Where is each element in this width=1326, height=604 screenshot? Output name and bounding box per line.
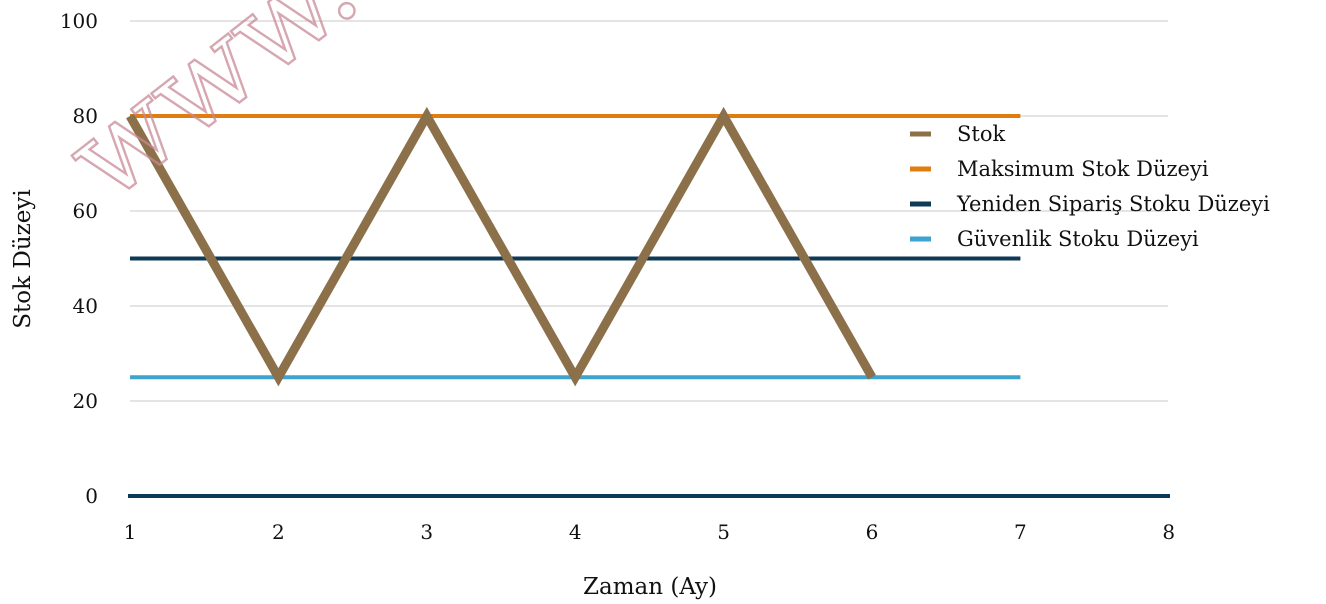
y-axis-title: Stok Düzeyi (10, 189, 36, 328)
legend-label: Maksimum Stok Düzeyi (957, 157, 1209, 181)
y-tick-label-60: 60 (73, 199, 98, 223)
x-tick-label-2: 2 (272, 520, 285, 544)
x-tick-labels: 1 2 3 4 5 6 7 8 (124, 520, 1176, 544)
legend: Stok Maksimum Stok Düzeyi Yeniden Sipariş … (910, 122, 1270, 251)
legend-item-1: Stok (910, 122, 1005, 146)
watermark-text: www.sa (40, 0, 485, 227)
legend-label: Stok (957, 122, 1005, 146)
watermark: www.sa (39, 0, 487, 228)
x-tick-label-4: 4 (569, 520, 582, 544)
legend-label: Güvenlik Stoku Düzeyi (957, 227, 1199, 251)
x-axis-title: Zaman (Ay) (583, 574, 717, 600)
x-tick-label-3: 3 (420, 520, 433, 544)
y-tick-label-20: 20 (73, 389, 98, 413)
x-tick-label-1: 1 (124, 520, 137, 544)
series-lines (126, 106, 1021, 387)
y-tick-label-0: 0 (85, 484, 98, 508)
x-tick-label-7: 7 (1014, 520, 1027, 544)
x-tick-label-6: 6 (866, 520, 879, 544)
y-tick-label-40: 40 (73, 294, 98, 318)
legend-label: Yeniden Sipariş Stoku Düzeyi (956, 192, 1270, 216)
legend-item-2: Maksimum Stok Düzeyi (910, 157, 1209, 181)
y-tick-label-80: 80 (73, 104, 98, 128)
legend-item-4: Güvenlik Stoku Düzeyi (910, 227, 1199, 251)
y-tick-label-100: 100 (60, 9, 98, 33)
legend-item-3: Yeniden Sipariş Stoku Düzeyi (910, 192, 1270, 216)
y-tick-labels: 0 20 40 60 80 100 (60, 9, 98, 508)
x-tick-label-5: 5 (717, 520, 730, 544)
x-tick-label-8: 8 (1162, 520, 1175, 544)
series-line-stok (126, 106, 876, 387)
